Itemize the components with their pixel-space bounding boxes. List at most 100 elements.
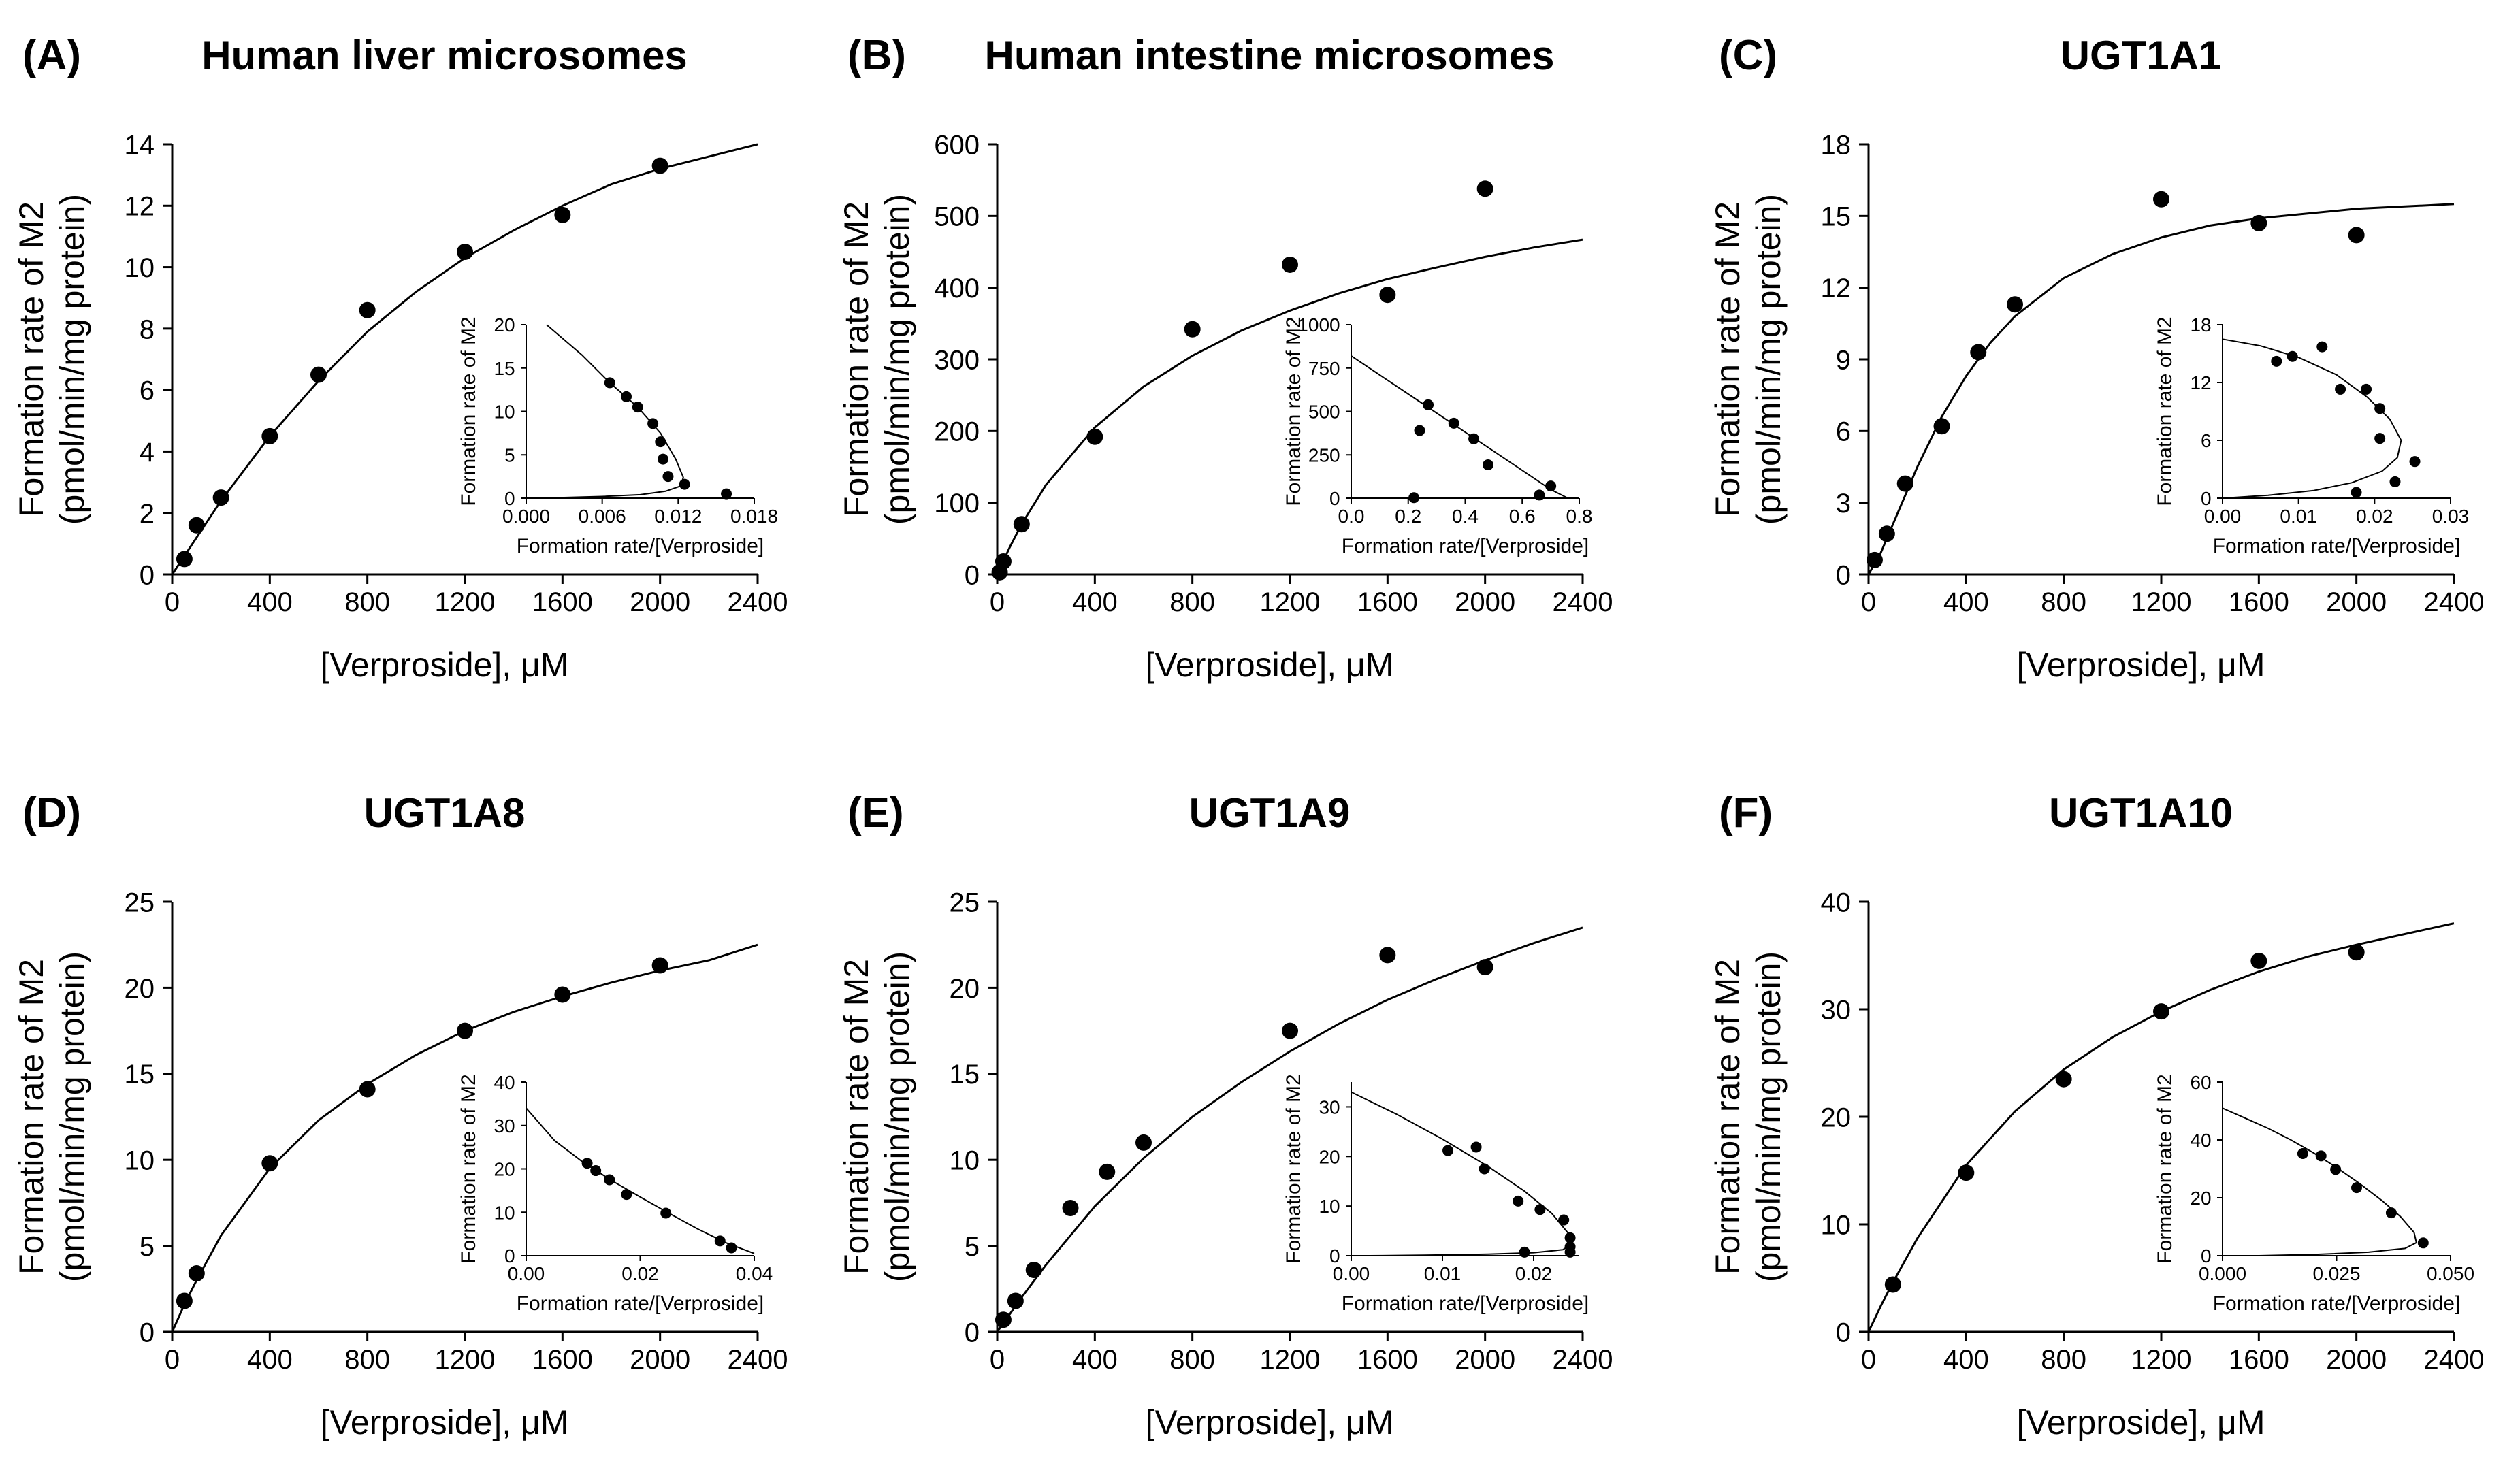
- inset-y-tick-label: 0: [2201, 488, 2212, 509]
- y-axis-label-line1: Formation rate of M2: [12, 959, 50, 1275]
- data-point: [1062, 1199, 1079, 1216]
- y-tick-label: 12: [125, 192, 155, 222]
- inset-plot: 0.00 0.01 0.02 0 10 20 30 Formation rate/[Verpr…: [1282, 1074, 1589, 1315]
- x-tick-label: 1600: [532, 587, 593, 617]
- inset-fit-curve: [538, 324, 684, 499]
- inset-data-point: [1513, 1195, 1524, 1207]
- x-tick-label: 0: [1861, 1345, 1876, 1375]
- data-point: [1379, 287, 1396, 304]
- data-point: [261, 427, 278, 444]
- inset-y-axis-label-group: Formation rate of M2: [2154, 316, 2176, 506]
- inset-data-point: [2417, 1237, 2429, 1249]
- inset-x-tick-label: 0.025: [2312, 1263, 2360, 1284]
- inset-x-tick-label: 0.000: [2199, 1263, 2246, 1284]
- inset-data-point: [655, 436, 666, 448]
- data-point: [2153, 191, 2169, 208]
- inset-y-tick-label: 18: [2190, 314, 2211, 336]
- data-point: [1007, 1292, 1024, 1309]
- inset-y-tick-label: 40: [494, 1072, 515, 1093]
- x-tick-label: 2000: [2326, 587, 2387, 617]
- inset-y-tick-label: 20: [494, 1159, 515, 1180]
- y-tick-label: 100: [934, 489, 980, 519]
- inset-x-tick-label: 0.03: [2432, 506, 2470, 527]
- x-tick-label: 2400: [1553, 1345, 1613, 1375]
- y-axis-label-line2: (pmol/min/mg protein): [1749, 194, 1788, 525]
- y-axis-label-line1: Formation rate of M2: [837, 201, 875, 517]
- x-tick-label: 800: [2041, 1345, 2086, 1375]
- inset-data-point: [1519, 1246, 1530, 1258]
- inset-y-tick-label: 5: [504, 444, 515, 466]
- inset-y-tick-label: 0: [1329, 488, 1340, 509]
- x-tick-label: 1600: [2229, 1345, 2289, 1375]
- x-tick-label: 1200: [1260, 587, 1321, 617]
- data-point: [212, 489, 229, 506]
- y-tick-label: 6: [140, 376, 155, 406]
- inset-data-point: [604, 1174, 615, 1186]
- data-point: [1379, 947, 1396, 964]
- x-tick-label: 800: [344, 1345, 390, 1375]
- y-tick-label: 0: [1836, 560, 1851, 590]
- inset-data-point: [1408, 492, 1420, 504]
- inset-x-tick-label: 0.00: [508, 1263, 545, 1284]
- data-point: [1135, 1134, 1152, 1151]
- inset-data-point: [2297, 1147, 2308, 1159]
- x-tick-label: 1200: [2131, 1345, 2192, 1375]
- panel-title: Human intestine microsomes: [985, 33, 1555, 78]
- inset-data-point: [1423, 399, 1434, 410]
- x-tick-label: 2000: [1455, 587, 1515, 617]
- inset-y-axis-label: Formation rate of M2: [457, 316, 480, 506]
- data-point: [2348, 944, 2365, 961]
- y-axis-label: Formation rate of M2 (pmol/min/mg protein…: [837, 951, 916, 1282]
- data-point: [1866, 551, 1883, 568]
- x-tick-label: 800: [2041, 587, 2086, 617]
- inset-x-tick-label: 0.0: [1338, 506, 1365, 527]
- x-tick-label: 800: [344, 587, 390, 617]
- inset-x-axis-label: Formation rate/[Verproside]: [517, 535, 764, 557]
- inset-x-tick-label: 0.2: [1395, 506, 1421, 527]
- y-tick-label: 9: [1836, 345, 1851, 375]
- inset-x-axis-label: Formation rate/[Verproside]: [2213, 535, 2461, 557]
- fit-curve: [1867, 922, 2455, 1333]
- panel-label: (B): [847, 32, 906, 79]
- y-tick-label: 40: [1821, 887, 1852, 917]
- inset-y-tick-label: 10: [494, 1202, 515, 1223]
- inset-y-tick-label: 6: [2201, 430, 2212, 451]
- inset-data-point: [581, 1158, 593, 1169]
- y-axis-label-line1: Formation rate of M2: [12, 201, 50, 517]
- y-axis-label: Formation rate of M2 (pmol/min/mg protein…: [12, 951, 91, 1282]
- y-axis-label-line1: Formation rate of M2: [1709, 959, 1747, 1275]
- y-axis-label-line1: Formation rate of M2: [837, 959, 875, 1275]
- y-axis-label-line2: (pmol/min/mg protein): [1749, 951, 1788, 1282]
- data-point: [176, 1292, 193, 1309]
- data-point: [1884, 1276, 1901, 1293]
- data-point: [995, 1311, 1012, 1328]
- y-tick-label: 20: [1821, 1102, 1852, 1132]
- data-point: [554, 986, 571, 1003]
- inset-y-axis-label: Formation rate of M2: [1282, 316, 1305, 506]
- panel-label: (C): [1719, 32, 1777, 79]
- x-tick-label: 2400: [728, 587, 788, 617]
- data-point: [1896, 475, 1913, 492]
- x-tick-label: 0: [990, 1345, 1005, 1375]
- data-point: [457, 1022, 473, 1039]
- x-tick-label: 400: [1943, 1345, 1989, 1375]
- inset-y-axis-label-group: Formation rate of M2: [457, 316, 480, 506]
- data-point: [1013, 516, 1030, 533]
- inset-data-point: [679, 478, 690, 490]
- inset-x-tick-label: 0.050: [2427, 1263, 2474, 1284]
- x-tick-label: 400: [1072, 587, 1118, 617]
- x-tick-label: 0: [165, 1345, 180, 1375]
- inset-x-tick-label: 0.00: [1333, 1263, 1370, 1284]
- inset-data-point: [658, 453, 668, 465]
- x-tick-label: 2000: [2326, 1345, 2387, 1375]
- inset-data-point: [2351, 487, 2362, 498]
- inset-x-axis-label: Formation rate/[Verproside]: [2213, 1292, 2461, 1315]
- y-tick-label: 10: [125, 1146, 155, 1176]
- inset-data-point: [1534, 1204, 1546, 1215]
- inset-fit-curve: [526, 1107, 755, 1254]
- inset-y-axis-label-group: Formation rate of M2: [1282, 1074, 1305, 1263]
- data-point: [1476, 959, 1493, 976]
- inset-x-tick-label: 0.006: [579, 506, 626, 527]
- inset-y-tick-label: 40: [2190, 1130, 2211, 1151]
